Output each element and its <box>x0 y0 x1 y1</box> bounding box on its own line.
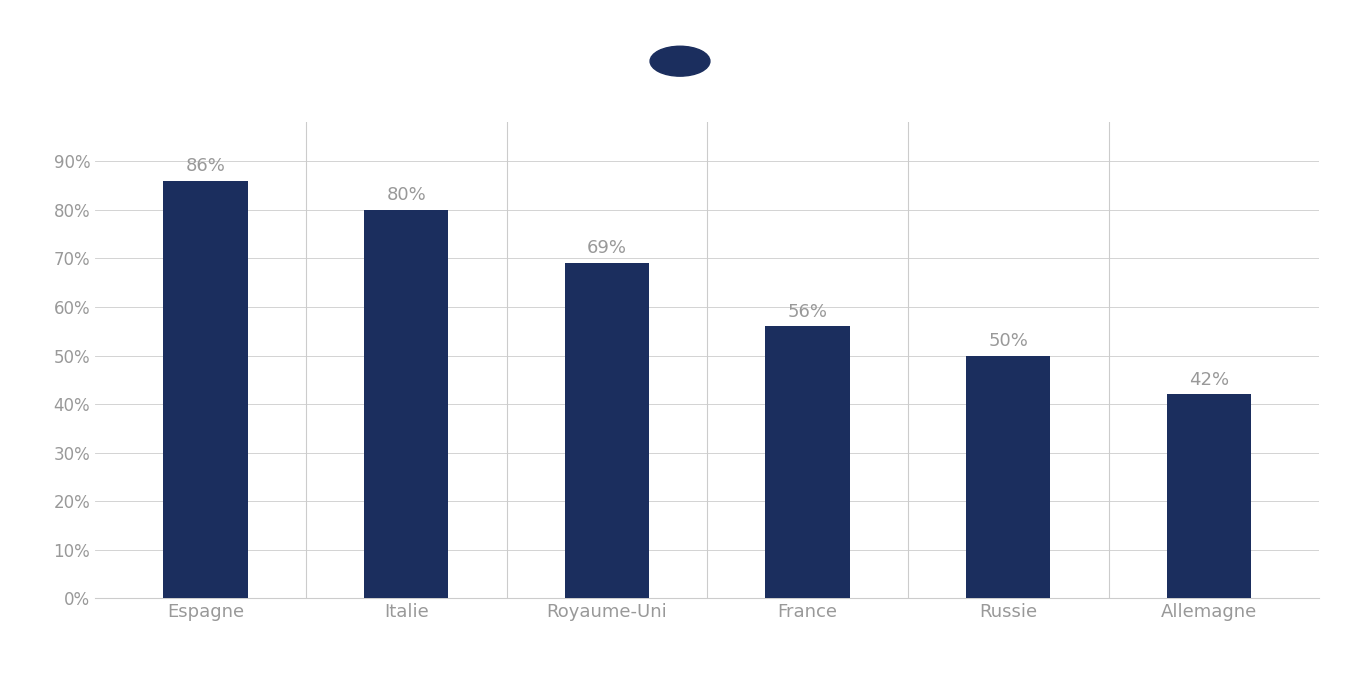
Bar <box>966 356 1050 598</box>
Bar <box>766 326 850 598</box>
Text: 80%: 80% <box>386 186 426 204</box>
Bar <box>163 181 248 598</box>
Bar <box>364 210 449 598</box>
Bar <box>564 263 649 598</box>
Text: 69%: 69% <box>588 239 627 258</box>
Text: 86%: 86% <box>185 157 226 175</box>
Text: 50%: 50% <box>989 332 1028 350</box>
Bar <box>1167 394 1251 598</box>
Text: 42%: 42% <box>1189 371 1229 388</box>
Text: 56%: 56% <box>787 303 827 320</box>
